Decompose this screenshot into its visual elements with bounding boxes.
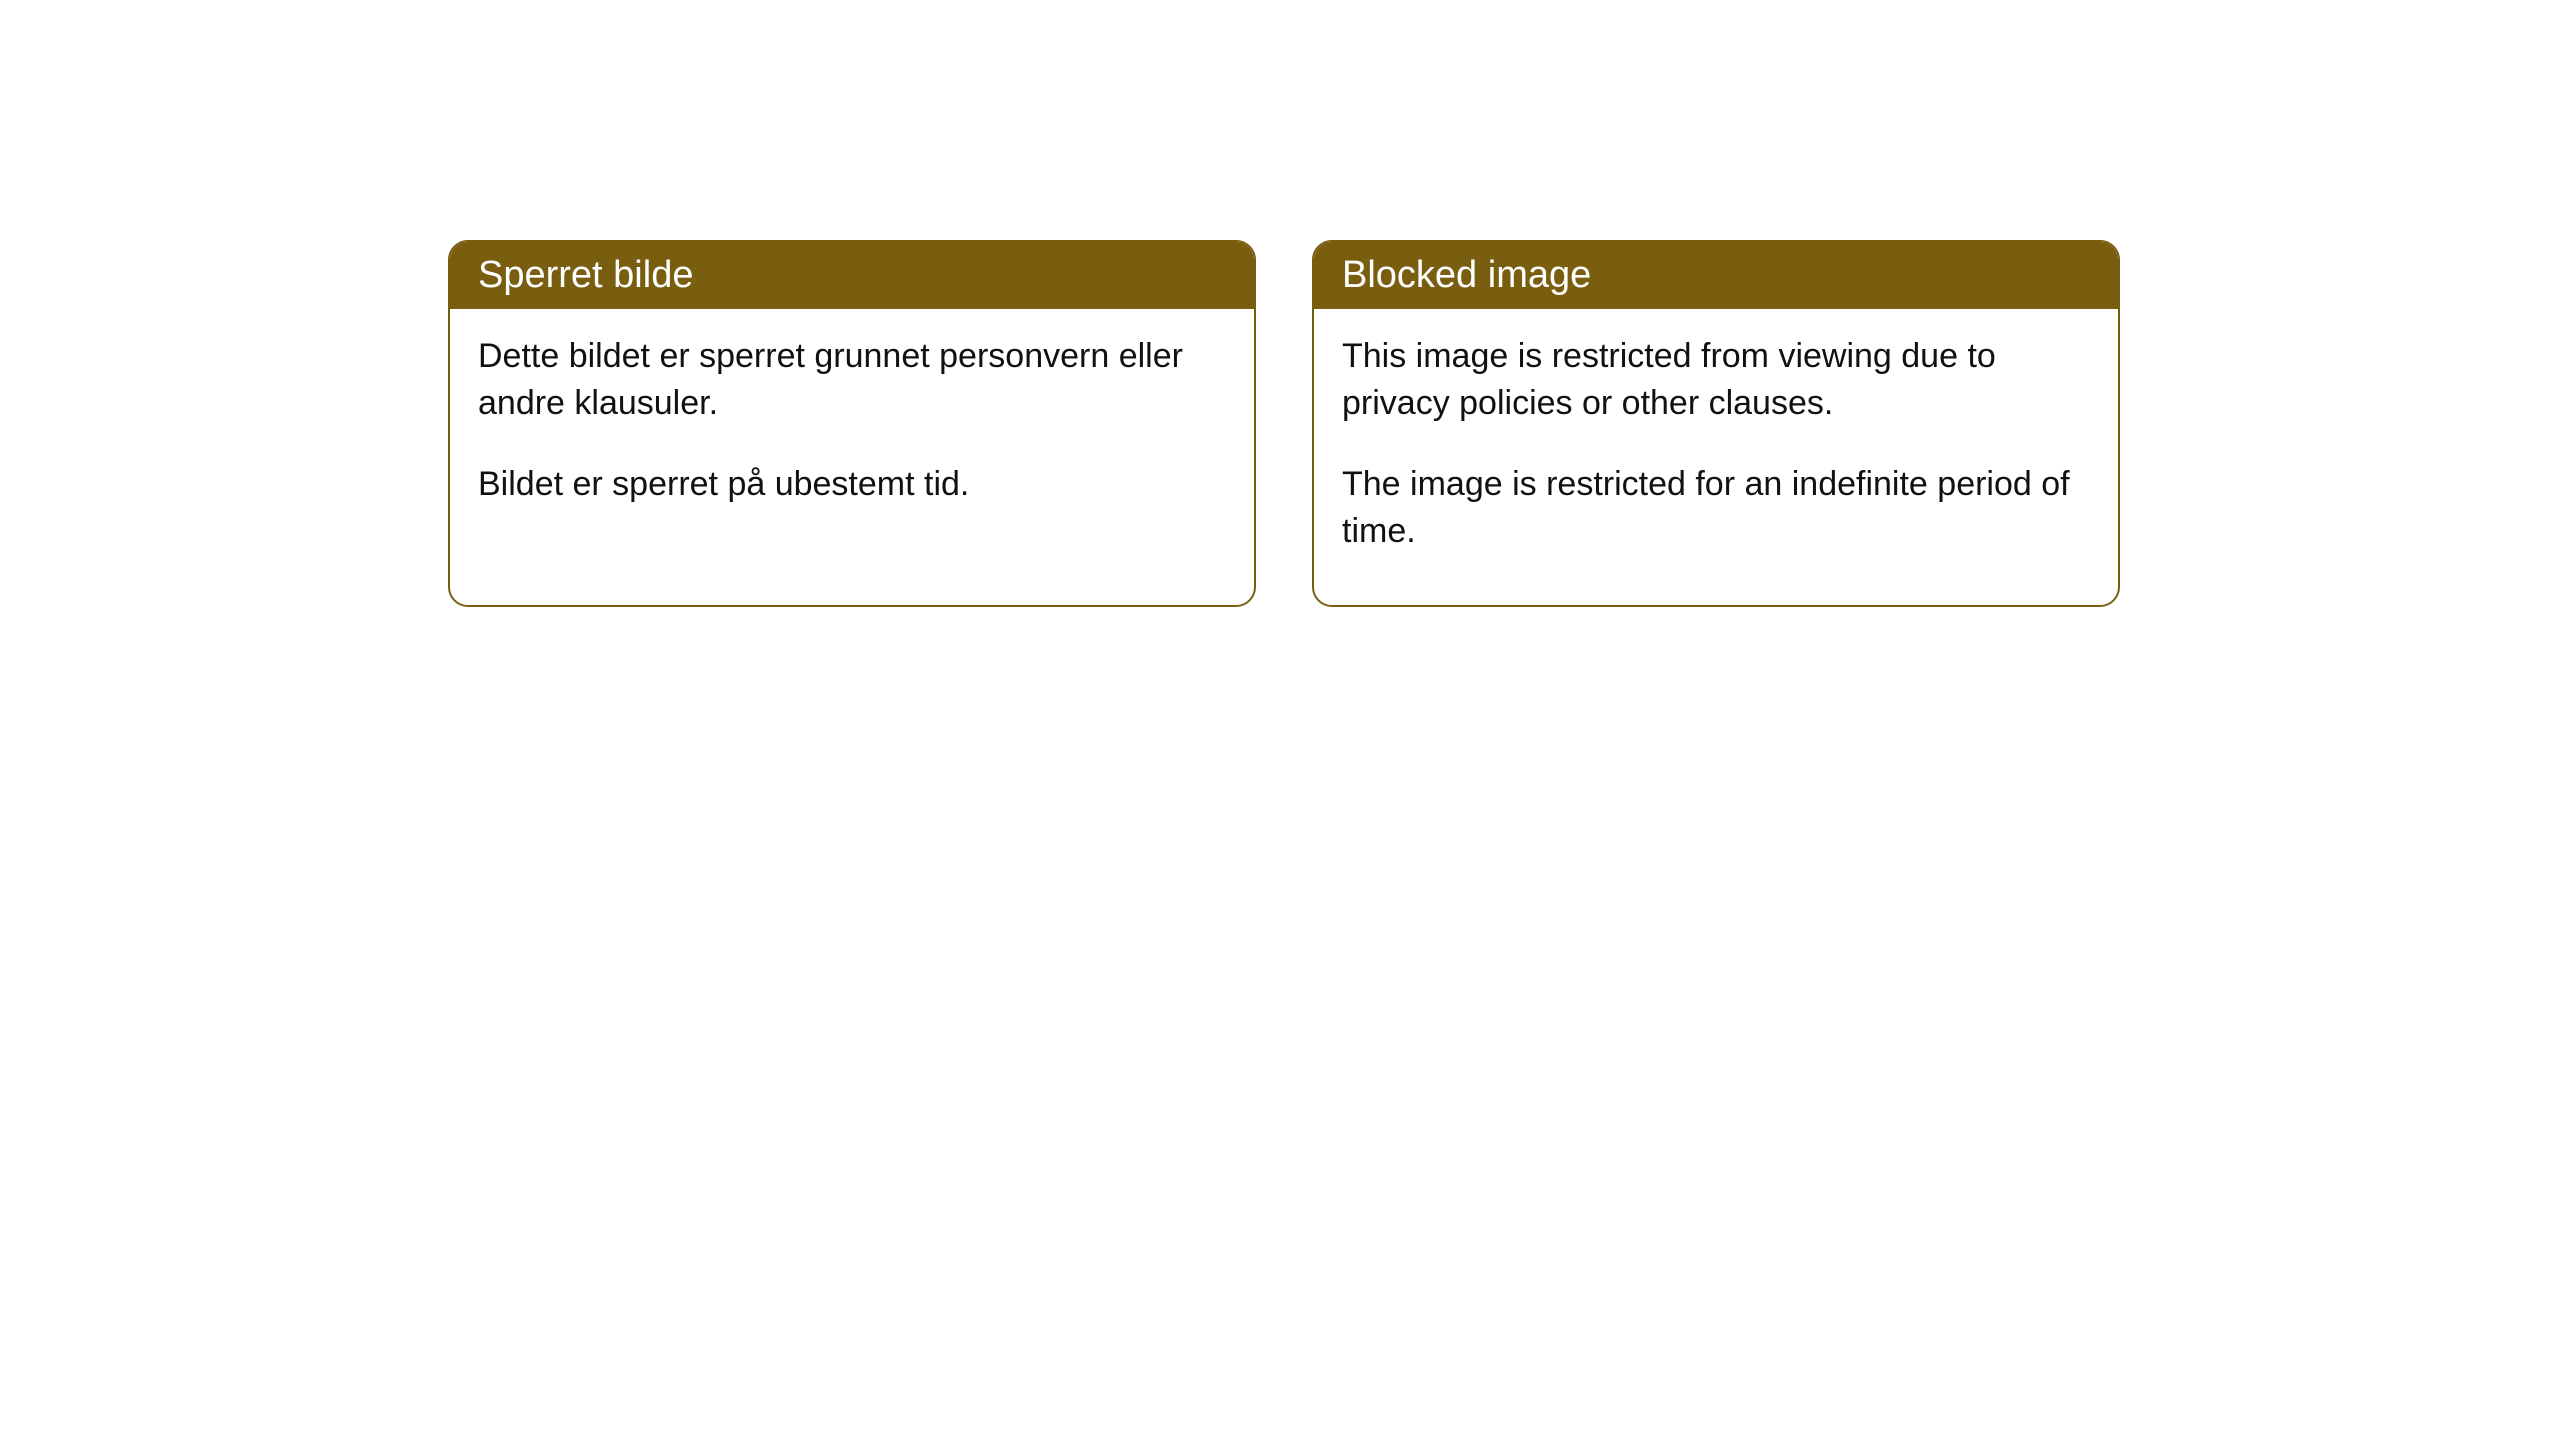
- notice-card-norwegian: Sperret bilde Dette bildet er sperret gr…: [448, 240, 1256, 607]
- card-body: Dette bildet er sperret grunnet personve…: [450, 309, 1254, 558]
- card-header: Sperret bilde: [450, 242, 1254, 309]
- card-title: Sperret bilde: [478, 254, 693, 296]
- card-header: Blocked image: [1314, 242, 2118, 309]
- card-paragraph: Bildet er sperret på ubestemt tid.: [478, 461, 1226, 508]
- card-paragraph: This image is restricted from viewing du…: [1342, 333, 2090, 427]
- card-paragraph: The image is restricted for an indefinit…: [1342, 461, 2090, 555]
- notice-card-english: Blocked image This image is restricted f…: [1312, 240, 2120, 607]
- card-body: This image is restricted from viewing du…: [1314, 309, 2118, 605]
- card-paragraph: Dette bildet er sperret grunnet personve…: [478, 333, 1226, 427]
- card-title: Blocked image: [1342, 254, 1591, 296]
- notice-cards-container: Sperret bilde Dette bildet er sperret gr…: [448, 240, 2120, 607]
